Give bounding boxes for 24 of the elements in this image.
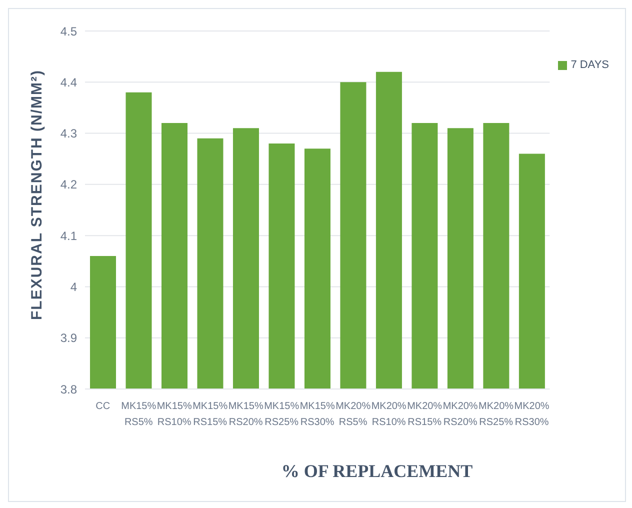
x-tick-label: MK20% RS20% [442, 401, 478, 428]
x-tick-label: MK15% RS5% [121, 401, 156, 428]
x-tick-label: MK15% RS25% [264, 401, 300, 428]
x-tick-label: MK20% RS30% [514, 401, 550, 428]
y-tick-label: 4.2 [60, 178, 78, 192]
x-tick-label: MK20% RS5% [336, 401, 371, 428]
y-tick-label: 4.1 [60, 228, 78, 243]
y-tick-label: 4.4 [60, 75, 78, 90]
y-tick-label: 3.9 [60, 331, 78, 346]
x-tick-label: MK15% RS10% [156, 401, 192, 428]
x-tick-label: MK15% RS30% [300, 401, 335, 428]
legend-label: 7 DAYS [570, 59, 609, 71]
x-tick-label: MK20% RS25% [478, 401, 514, 428]
y-axis-title: FLEXURAL STRENGTH (N/MM²) [28, 69, 46, 320]
x-tick-label: MK15% RS15% [192, 401, 228, 428]
y-tick-label: 4 [70, 280, 78, 294]
y-tick-label: 4.3 [60, 126, 78, 141]
y-tick-label: 3.8 [60, 382, 78, 396]
x-tick-label: CC [96, 401, 110, 412]
x-axis-title: % OF REPLACEMENT [280, 461, 474, 482]
x-tick-label: MK15% RS20% [228, 401, 264, 428]
x-tick-label: MK20% RS15% [407, 401, 442, 428]
x-tick-label: MK20% RS10% [371, 401, 406, 428]
y-tick-label: 4.5 [60, 24, 78, 38]
